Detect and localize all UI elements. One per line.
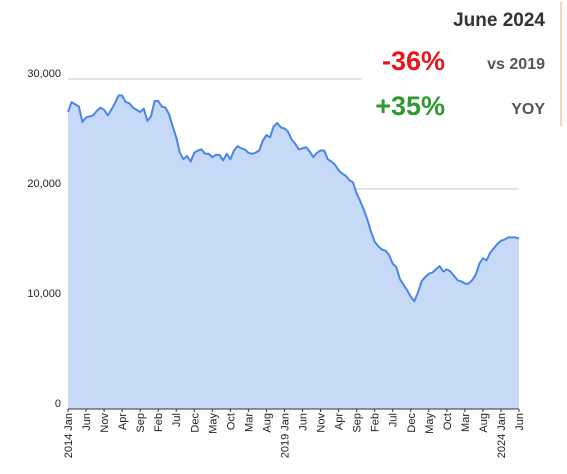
x-tick-label: Apr [334, 413, 346, 430]
x-tick-label: Apr [117, 413, 129, 430]
x-tick-label: Feb [370, 413, 382, 432]
annotation-label: vs 2019 [487, 56, 545, 73]
x-tick-label: May [424, 413, 436, 434]
x-tick-label: Feb [153, 413, 165, 432]
annotation-label: YOY [511, 101, 545, 118]
x-tick-label: Jun [298, 413, 310, 431]
annotation-value: -36% [382, 46, 445, 76]
x-tick-label: Jul [171, 413, 183, 427]
x-tick-label: 2014 Jan [63, 413, 75, 458]
x-tick-label: Jun [81, 413, 93, 431]
x-tick-label: Nov [316, 413, 328, 433]
x-tick-label: Mar [460, 413, 472, 432]
x-tick-label: Jun [514, 413, 526, 431]
area [68, 95, 519, 409]
line [67, 94, 520, 303]
x-tick-label: Nov [99, 413, 111, 433]
x-tick-label: Dec [189, 413, 201, 433]
x-tick-label: 2019 Jan [279, 413, 291, 458]
x-tick-label: Jul [388, 413, 400, 427]
y-tick-label: 20,000 [27, 178, 61, 190]
x-tick-label: Aug [478, 413, 490, 433]
annotation-title: June 2024 [453, 10, 545, 31]
x-tick-label: May [207, 413, 219, 434]
x-tick-label: Mar [243, 413, 255, 432]
y-tick-label: 0 [55, 398, 61, 410]
x-tick-label: 2024 Jan [496, 413, 508, 458]
y-tick-label: 30,000 [27, 68, 61, 80]
x-tick-label: Oct [442, 413, 454, 430]
annotation-panel [362, 0, 567, 130]
x-tick-label: Dec [406, 413, 418, 433]
x-tick-label: Aug [261, 413, 273, 433]
x-tick-label: Sep [352, 413, 364, 433]
x-tick-label: Sep [135, 413, 147, 433]
annotation-value: +35% [375, 91, 445, 121]
x-tick-label: Oct [225, 413, 237, 430]
y-tick-label: 10,000 [27, 288, 61, 300]
